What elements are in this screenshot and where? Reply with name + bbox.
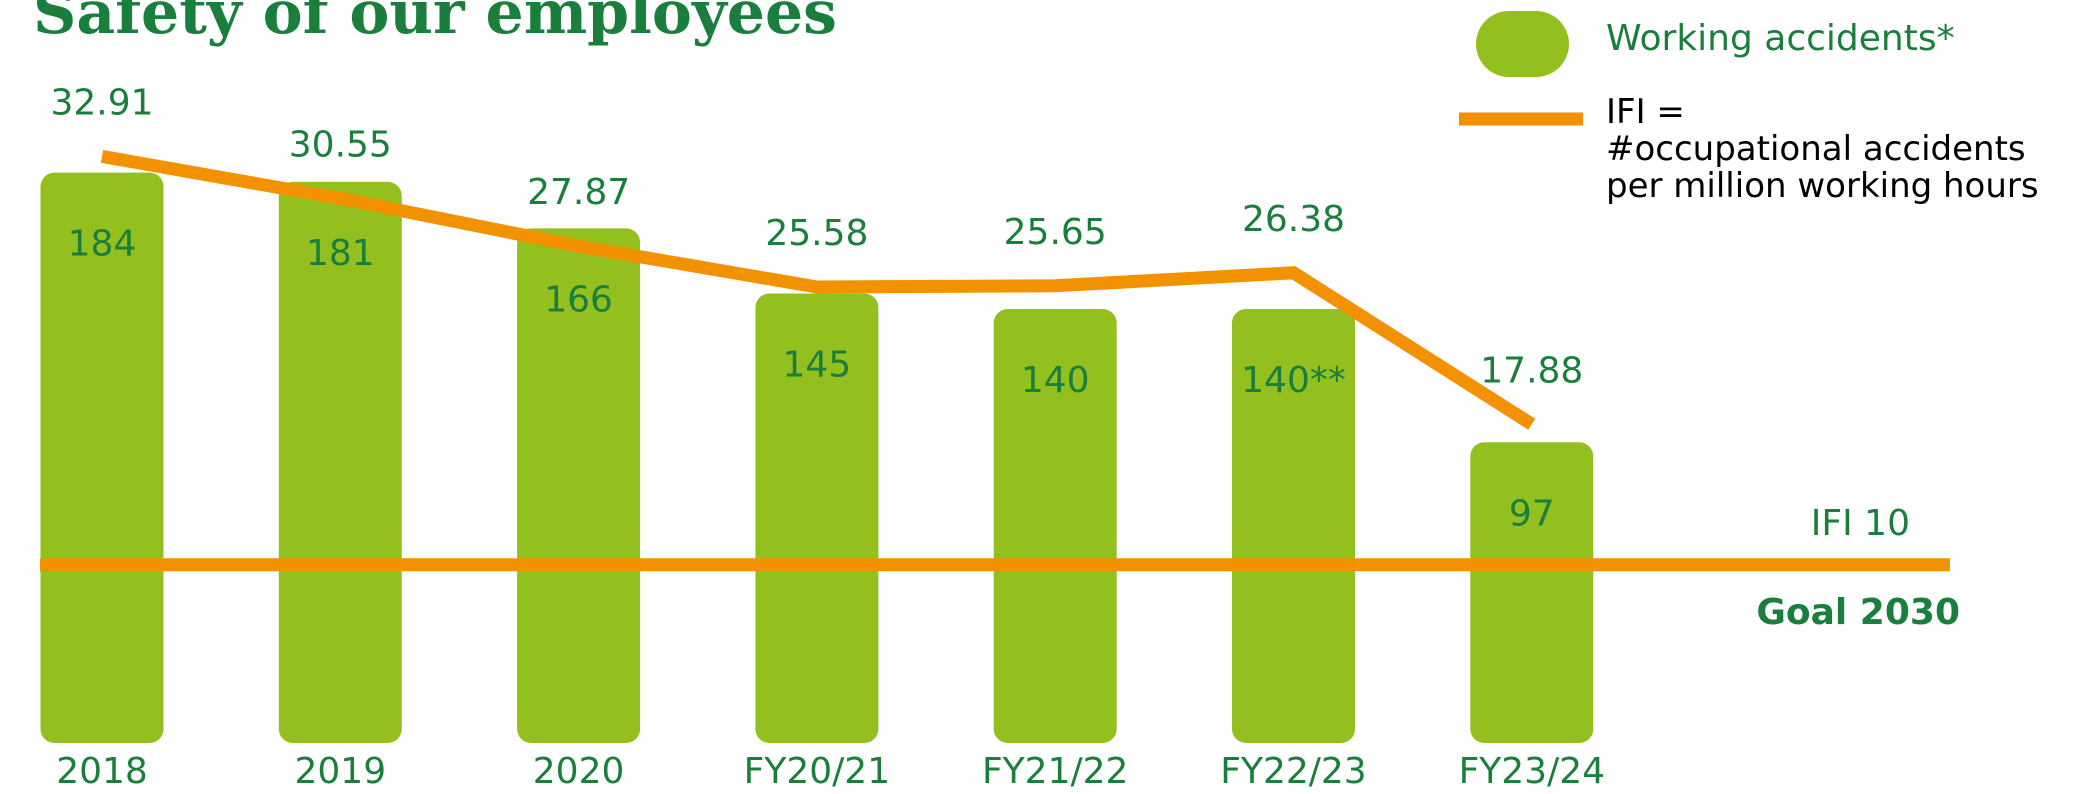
line-value-label: 26.38 [1242,199,1345,240]
bar-value-label: 145 [783,345,852,386]
x-tick-label: 2018 [56,751,148,792]
bar-value-label: 181 [306,233,375,274]
legend-swatch [1476,11,1569,77]
legend-label: IFI = #occupational accidents per millio… [1606,94,2039,206]
bar [517,228,641,743]
line-value-label: 17.88 [1480,350,1583,391]
goal-text: Goal 2030 [1756,592,1960,633]
line-value-label: 25.58 [765,213,868,254]
ifi-line [100,149,1536,430]
bar [1232,309,1355,743]
x-tick-label: FY21/22 [982,751,1128,792]
bar [40,172,164,744]
bar-value-label: 97 [1509,493,1555,534]
bar [1470,442,1594,743]
bar [993,309,1117,743]
bar [755,293,879,743]
x-tick-label: 2019 [294,751,386,792]
line-value-label: 30.55 [289,124,392,165]
x-tick-label: FY22/23 [1220,751,1366,792]
legend-label: Working accidents* [1606,18,1955,59]
line-value-label: 27.87 [527,172,630,213]
bar-value-label: 140** [1241,360,1346,401]
bar-value-label: 140 [1021,360,1090,401]
x-tick-label: 2020 [533,751,625,792]
bar-value-label: 166 [544,279,613,320]
line-value-label: 25.65 [1004,212,1107,253]
x-tick-label: FY23/24 [1459,751,1605,792]
legend-label-box: IFI = #occupational accidents per millio… [1606,94,2039,206]
bar-value-label: 184 [68,224,137,265]
line-value-label: 32.91 [50,82,153,123]
chart-title: Safety of our employees [33,0,837,48]
goal-label: IFI 10 [1811,503,1910,544]
x-tick-label: FY20/21 [744,751,890,792]
bar [278,181,402,743]
